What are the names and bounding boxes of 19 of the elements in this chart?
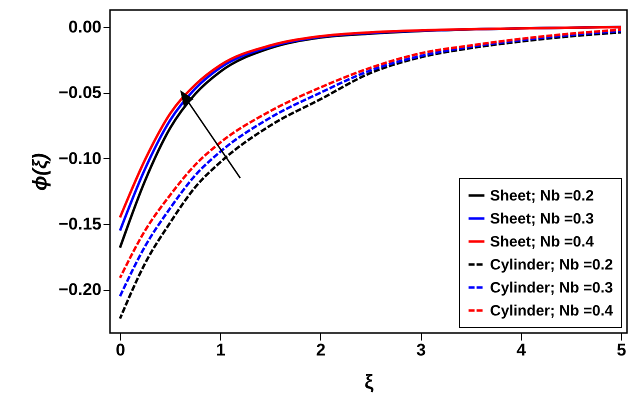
legend-label: Cylinder; Nb =0.4 [490, 302, 614, 320]
y-tick-label: −0.15 [58, 214, 102, 234]
y-tick-label: −0.10 [58, 148, 102, 168]
legend-label: Cylinder; Nb =0.3 [490, 280, 613, 296]
x-tick-label: 1 [216, 340, 226, 360]
y-tick-label: 0.00 [68, 18, 102, 37]
y-tick-label: −0.20 [58, 280, 102, 300]
x-tick-label: 4 [516, 340, 527, 360]
x-tick-label: 2 [316, 340, 326, 360]
y-tick-label: −0.05 [58, 83, 102, 102]
legend-label: Sheet; Nb =0.3 [490, 210, 594, 228]
y-axis-title: ϕ(ξ) [29, 152, 52, 191]
x-tick-label: 5 [616, 340, 626, 360]
x-tick-label: 3 [416, 340, 426, 360]
legend-label: Sheet; Nb =0.2 [490, 188, 594, 204]
x-tick-label: 0 [116, 340, 126, 360]
x-axis-title: ξ [364, 372, 374, 394]
legend-label: Sheet; Nb =0.4 [490, 234, 594, 250]
legend-label: Cylinder; Nb =0.2 [490, 256, 613, 274]
